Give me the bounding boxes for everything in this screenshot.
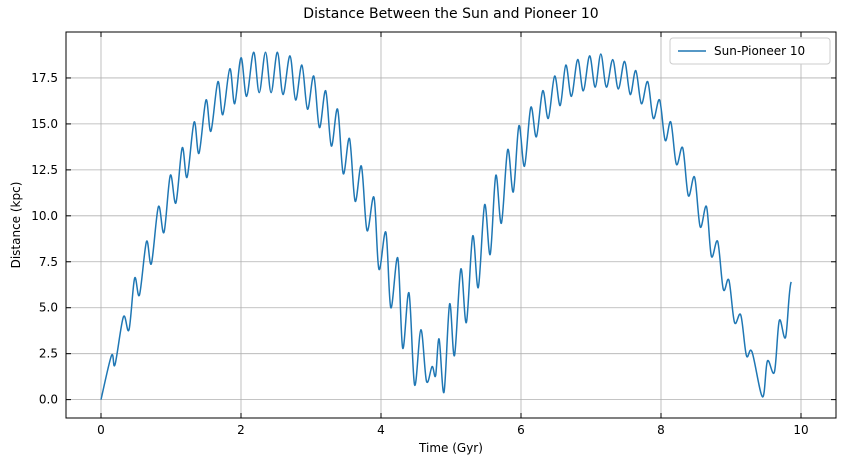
y-tick-label: 17.5 <box>31 71 58 85</box>
y-tick-label: 12.5 <box>31 163 58 177</box>
x-tick-label: 6 <box>517 423 525 437</box>
x-tick-label: 0 <box>97 423 105 437</box>
x-tick-label: 10 <box>793 423 808 437</box>
data-line <box>100 51 792 400</box>
y-tick-label: 7.5 <box>39 255 58 269</box>
y-tick-label: 10.0 <box>31 209 58 223</box>
legend-label: Sun-Pioneer 10 <box>714 44 805 58</box>
chart-title: Distance Between the Sun and Pioneer 10 <box>303 6 598 22</box>
y-tick-label: 0.0 <box>39 393 58 407</box>
plot-frame <box>65 31 837 419</box>
x-tick-label: 4 <box>377 423 385 437</box>
y-tick-label: 15.0 <box>31 117 58 131</box>
legend-box <box>669 37 831 65</box>
y-tick-label: 2.5 <box>39 347 58 361</box>
x-tick-label: 2 <box>237 423 245 437</box>
x-tick-label: 8 <box>657 423 665 437</box>
y-axis-label: Distance (kpc) <box>9 182 23 269</box>
x-axis-label: Time (Gyr) <box>418 441 483 455</box>
y-tick-label: 5.0 <box>39 301 58 315</box>
